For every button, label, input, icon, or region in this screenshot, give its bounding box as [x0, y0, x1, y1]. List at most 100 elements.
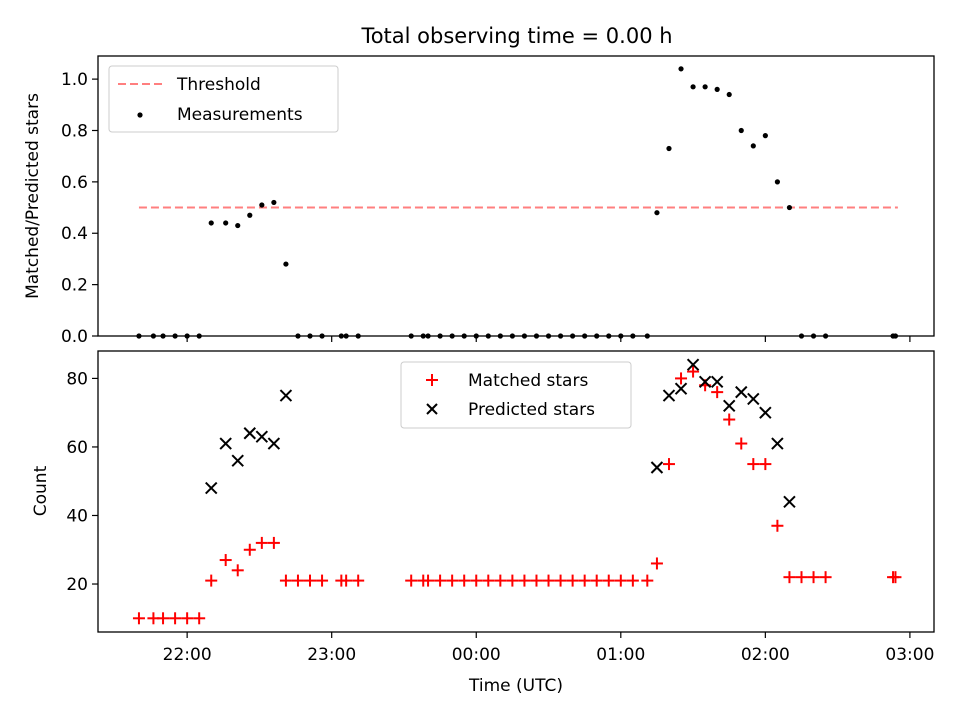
matched-stars-marker — [602, 574, 615, 587]
predicted-stars-marker — [710, 375, 724, 389]
legend-predicted-label: Predicted stars — [468, 400, 595, 420]
matched-stars-marker — [626, 574, 639, 587]
measurement-point — [702, 84, 708, 90]
measurement-point — [774, 179, 781, 185]
matched-stars-marker — [735, 437, 748, 450]
matched-stars-marker — [482, 574, 495, 587]
matched-stars-marker — [530, 574, 543, 587]
matched-stars-marker — [446, 574, 459, 587]
matched-stars-marker — [711, 386, 724, 399]
matched-stars-marker — [675, 372, 688, 385]
x-tick-label: 22:00 — [163, 645, 212, 665]
matched-stars-marker — [494, 574, 507, 587]
y-tick-label: 20 — [66, 575, 88, 595]
matched-stars-marker — [795, 571, 808, 584]
ratio-panel-frame — [97, 55, 935, 337]
measurement-point — [283, 261, 289, 267]
y-tick-label: 0.4 — [61, 224, 88, 244]
matched-stars-marker — [219, 554, 232, 567]
matched-stars-marker — [352, 574, 365, 587]
predicted-stars-marker — [650, 461, 664, 474]
matched-stars-marker — [243, 543, 256, 556]
matched-stars-marker — [157, 612, 170, 625]
predicted-stars-marker — [723, 399, 736, 413]
measurement-point — [654, 210, 660, 216]
predicted-stars-marker — [771, 437, 784, 450]
predicted-stars-marker — [267, 437, 281, 450]
matched-stars-marker — [687, 365, 700, 378]
legend-predicted-swatch — [426, 403, 438, 415]
y-tick-label: 0.2 — [61, 276, 88, 296]
x-tick-label: 23:00 — [307, 645, 356, 665]
matched-stars-marker — [542, 574, 555, 587]
y-tick-label: 0.6 — [61, 173, 88, 193]
measurement-point — [690, 84, 696, 90]
ratio-legend-box — [108, 65, 339, 133]
measurement-point — [786, 204, 793, 211]
matched-stars-marker — [554, 574, 567, 587]
chart-title: Total observing time = 0.00 h — [360, 24, 672, 48]
measurement-point — [271, 199, 277, 206]
predicted-stars-marker — [747, 392, 760, 406]
matched-stars-marker — [231, 564, 244, 577]
matched-stars-marker — [614, 574, 627, 587]
y-tick-label: 1.0 — [61, 70, 88, 90]
predicted-stars-marker — [783, 495, 796, 508]
matched-stars-marker — [304, 574, 317, 587]
predicted-stars-marker — [662, 389, 676, 402]
count-y-axis: 20 40 60 80 — [66, 369, 98, 595]
matched-stars-marker — [255, 536, 268, 549]
matched-stars-marker — [783, 571, 796, 584]
measurement-point — [208, 220, 214, 226]
predicted-stars-marker — [735, 385, 748, 399]
predicted-stars-marker — [205, 481, 218, 495]
predicted-stars-marker — [255, 430, 269, 443]
matched-stars-marker — [470, 574, 483, 587]
predicted-stars-marker — [674, 382, 688, 395]
matched-stars-marker — [590, 574, 603, 587]
predicted-stars-marker — [759, 406, 772, 419]
matched-stars-marker — [422, 574, 435, 587]
measurement-point — [750, 143, 756, 149]
y-tick-label: 0.8 — [61, 121, 88, 141]
matched-stars-marker — [819, 571, 832, 584]
matched-stars-marker — [291, 574, 304, 587]
matched-stars-marker — [747, 458, 760, 471]
measurement-point — [223, 220, 229, 226]
matched-stars-marker — [759, 458, 772, 471]
predicted-stars-marker — [686, 358, 700, 371]
ratio-y-axis: 0.0 0.2 0.4 0.6 0.8 1.0 — [61, 70, 98, 347]
matched-stars-marker — [578, 574, 591, 587]
legend-matched-swatch — [426, 374, 438, 386]
count-x-axis-label: Time (UTC) — [468, 676, 563, 696]
matched-stars-marker — [205, 574, 218, 587]
matched-stars-marker — [181, 612, 194, 625]
count-legend: Matched stars Predicted stars — [400, 361, 632, 429]
count-legend-box — [400, 361, 632, 429]
matched-stars-marker — [169, 612, 182, 625]
measurement-point — [726, 91, 732, 98]
x-tick-label: 03:00 — [885, 645, 934, 665]
predicted-stars-marker — [243, 427, 256, 440]
matched-stars-marker — [458, 574, 471, 587]
legend-threshold-label: Threshold — [176, 75, 261, 95]
matched-stars-marker — [771, 519, 784, 532]
predicted-stars-marker — [279, 389, 293, 402]
x-tick-label: 01:00 — [596, 645, 645, 665]
matched-stars-marker — [132, 612, 145, 625]
y-tick-label: 60 — [66, 438, 88, 458]
measurement-point — [738, 127, 744, 134]
matched-stars-marker — [193, 612, 206, 625]
matched-stars-marker — [566, 574, 579, 587]
matched-stars-marker — [662, 458, 675, 471]
matched-stars-marker — [267, 536, 280, 549]
matched-stars-marker — [518, 574, 531, 587]
matched-stars-marker — [316, 574, 329, 587]
matched-stars-marker — [650, 557, 663, 570]
predicted-stars-marker — [219, 437, 232, 450]
count-panel-frame — [97, 350, 935, 633]
legend-measurements-label: Measurements — [177, 105, 303, 125]
predicted-stars-marker — [698, 375, 712, 389]
